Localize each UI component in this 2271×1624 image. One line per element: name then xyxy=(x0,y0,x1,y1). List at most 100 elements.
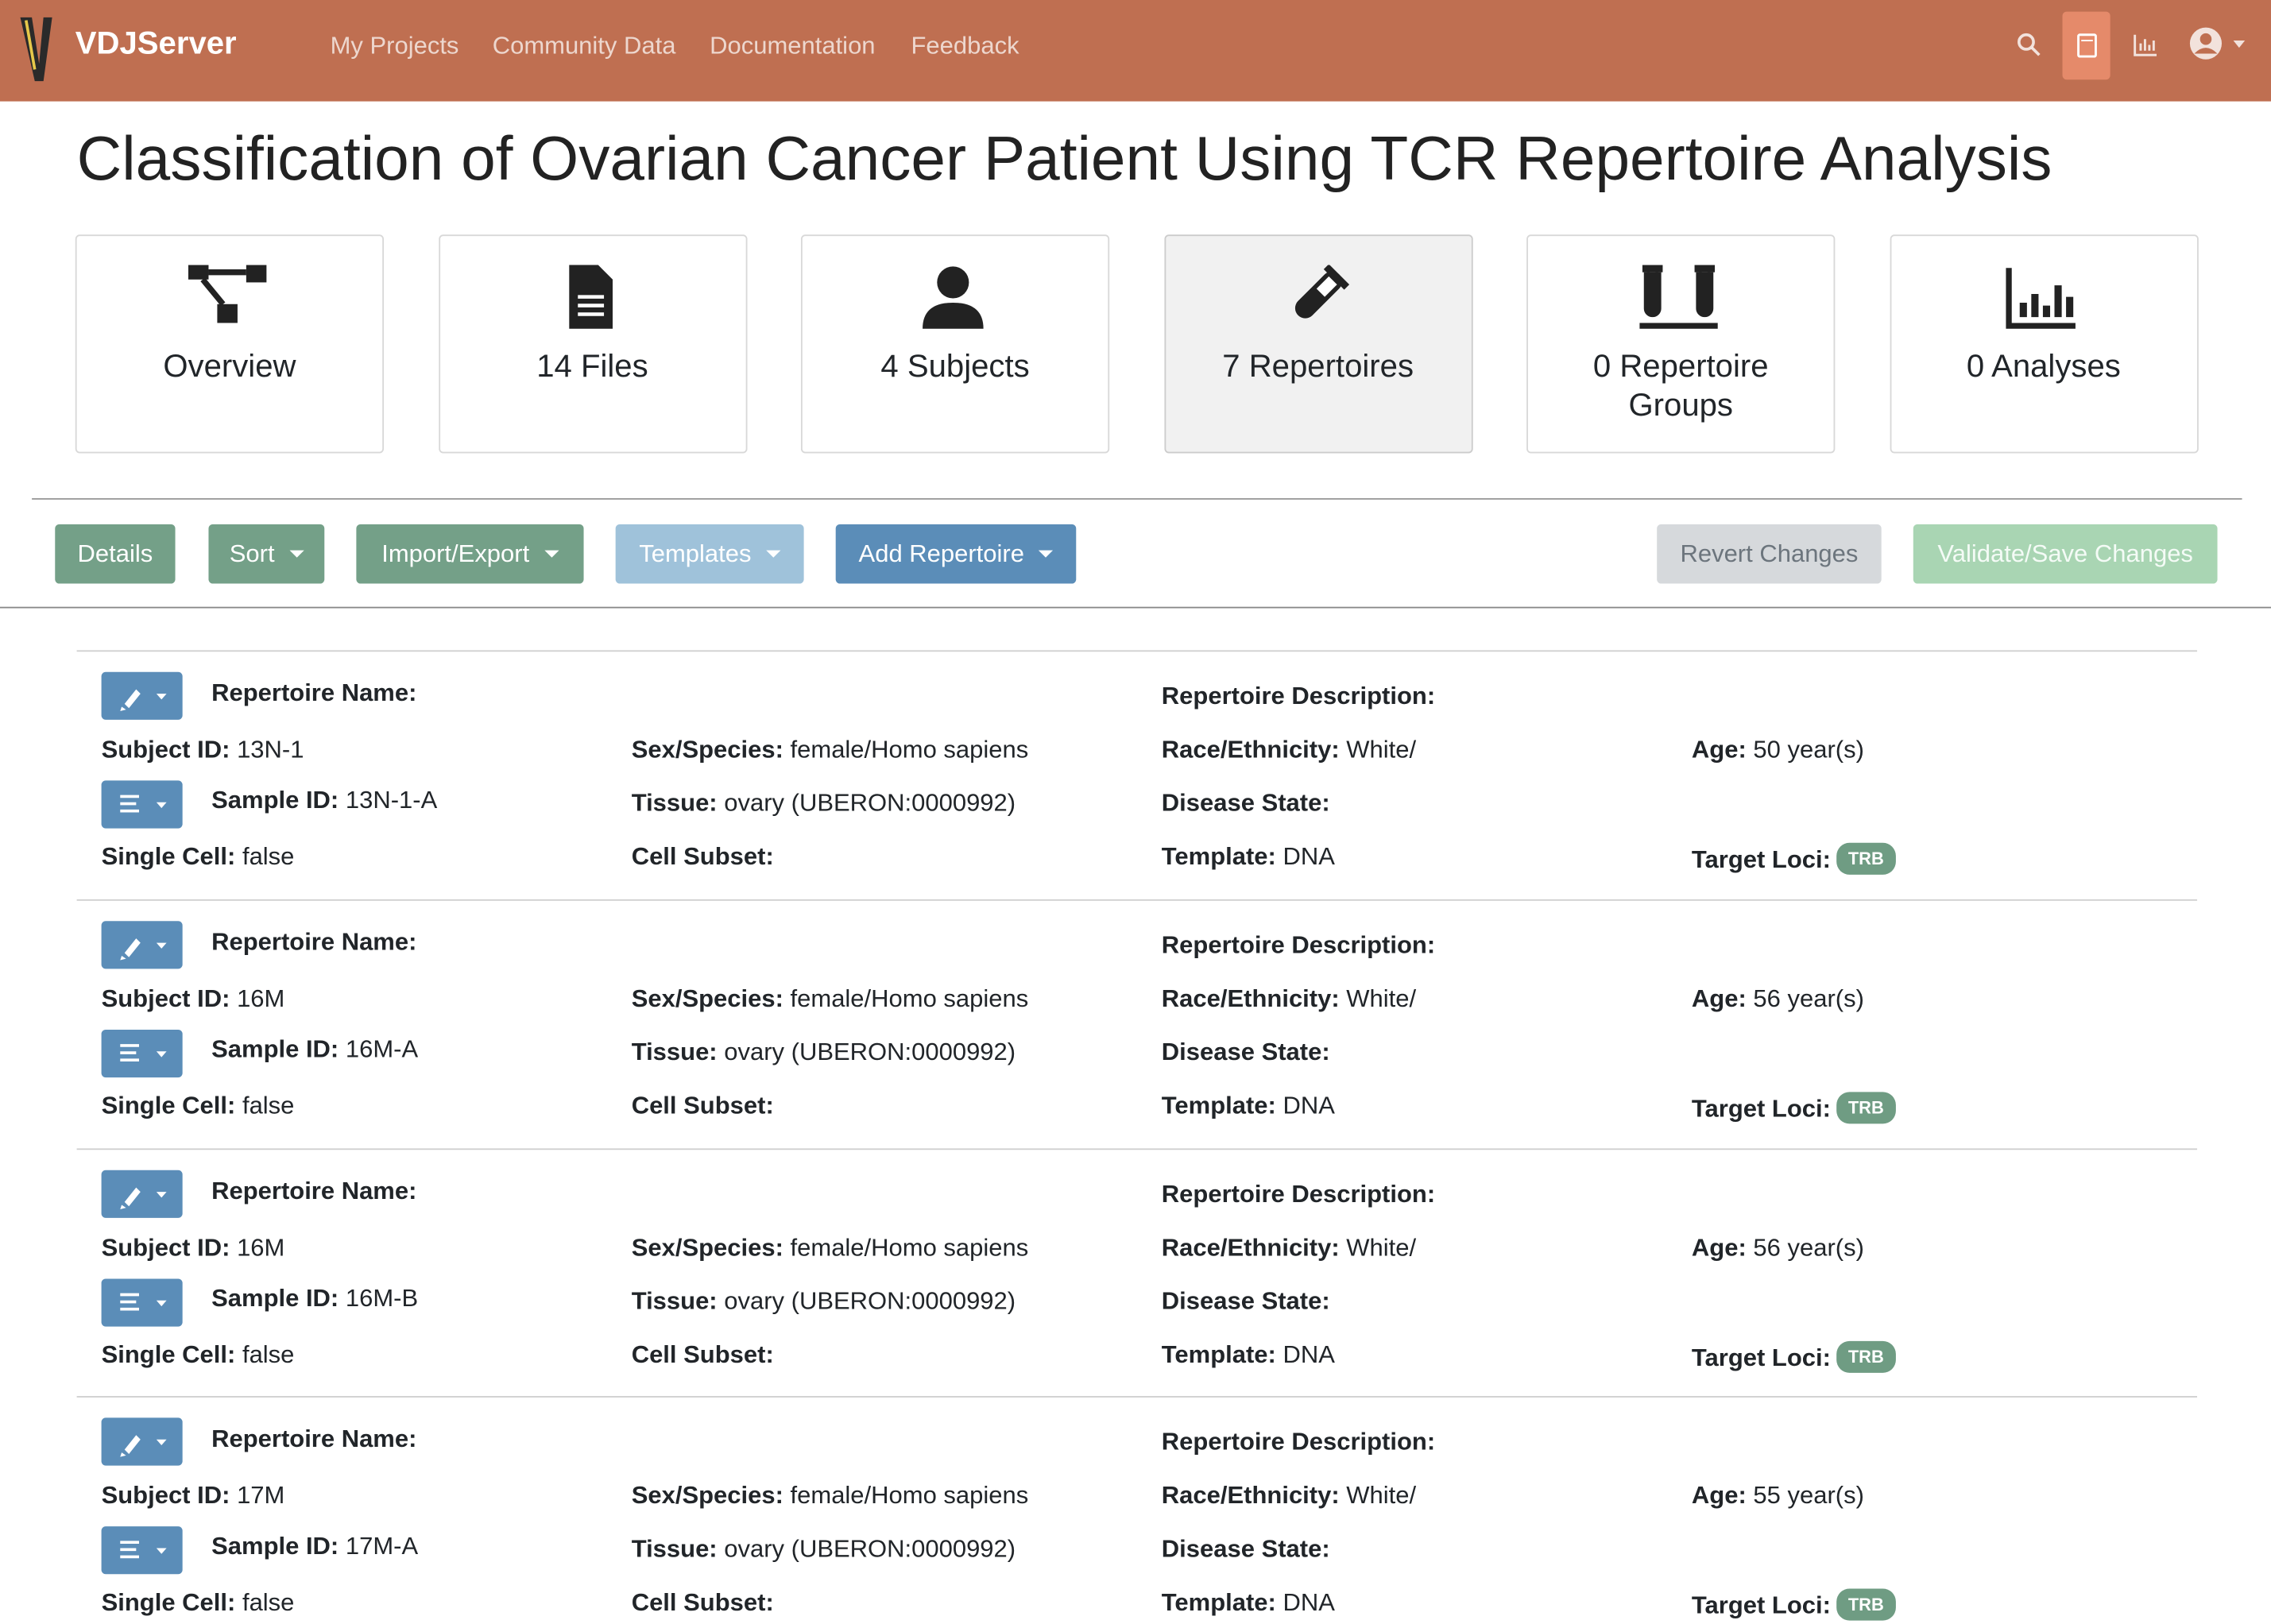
field-value: 16M-A xyxy=(345,1034,419,1063)
field-label: Sex/Species: xyxy=(631,984,783,1012)
nav-link[interactable]: Documentation xyxy=(710,32,876,60)
field: Tissue: ovary (UBERON:0000992) xyxy=(632,789,1016,818)
nav-link[interactable]: My Projects xyxy=(330,32,459,60)
edit-menu-button[interactable] xyxy=(101,671,183,720)
field-value: 13N-1 xyxy=(237,735,304,764)
field: Disease State: xyxy=(1162,1038,1330,1067)
field: Subject ID: 16M xyxy=(102,1233,285,1262)
field: Sex/Species: female/Homo sapiens xyxy=(632,1482,1029,1510)
brand[interactable]: VDJServer xyxy=(75,24,237,61)
field-label: Cell Subset: xyxy=(631,842,774,871)
field-label: Sex/Species: xyxy=(631,1482,783,1510)
edit-menu-button[interactable] xyxy=(101,1170,183,1218)
field: Disease State: xyxy=(1162,1287,1330,1316)
field-label: Target Loci: xyxy=(1691,1591,1831,1620)
nav-link[interactable]: Community Data xyxy=(492,32,676,60)
tile-icon xyxy=(1639,265,1718,329)
field-value: ovary (UBERON:0000992) xyxy=(724,1038,1016,1066)
field: Sample ID: 16M-B xyxy=(211,1284,418,1313)
sample-menu-button[interactable] xyxy=(101,1029,183,1077)
field-value: female/Homo sapiens xyxy=(790,1233,1029,1261)
field-label: Single Cell: xyxy=(101,1340,236,1368)
field: Age: 56 year(s) xyxy=(1692,984,1864,1013)
field-label: Race/Ethnicity: xyxy=(1161,735,1340,764)
nav-link[interactable]: Feedback xyxy=(911,32,1019,60)
field: Age: 50 year(s) xyxy=(1692,736,1864,764)
edit-menu-button[interactable] xyxy=(101,1418,183,1467)
nav-tile[interactable]: 0 Analyses xyxy=(1889,234,2198,454)
tile-icon xyxy=(1294,265,1349,319)
field-label: Race/Ethnicity: xyxy=(1161,984,1340,1012)
field-value: female/Homo sapiens xyxy=(790,1482,1029,1510)
field: Repertoire Description: xyxy=(1162,1180,1435,1208)
field-label: Age: xyxy=(1691,984,1747,1012)
sample-menu-button[interactable] xyxy=(101,1278,183,1326)
toolbar-button[interactable]: Validate/Save Changes xyxy=(1913,524,2218,584)
field: Template: DNA xyxy=(1162,1589,1335,1618)
field-value: 13N-1-A xyxy=(345,786,438,814)
chart-icon[interactable] xyxy=(2132,32,2158,58)
field-label: Sex/Species: xyxy=(631,1233,783,1261)
field-value: female/Homo sapiens xyxy=(790,735,1029,764)
navbar: VDJServer My Projects Community Data Docum… xyxy=(0,0,2271,102)
field-value: White/ xyxy=(1346,1482,1417,1510)
toolbar-button[interactable]: Import/Export xyxy=(356,524,584,584)
field-label: Race/Ethnicity: xyxy=(1161,1482,1340,1510)
field-value: ovary (UBERON:0000992) xyxy=(724,1286,1016,1315)
edit-menu-button[interactable] xyxy=(101,920,183,969)
field: Repertoire Description: xyxy=(1162,682,1435,710)
field-label: Disease State: xyxy=(1161,1286,1330,1315)
field-value: 16M xyxy=(237,1233,285,1261)
field-value: White/ xyxy=(1346,984,1417,1012)
field: Single Cell: false xyxy=(102,1340,295,1369)
field: Single Cell: false xyxy=(102,1589,295,1618)
sample-menu-button[interactable] xyxy=(101,780,183,829)
field: Repertoire Description: xyxy=(1162,1429,1435,1457)
field: Repertoire Name: xyxy=(211,1425,416,1454)
field: Race/Ethnicity: White/ xyxy=(1162,736,1416,764)
record-divider xyxy=(76,1147,2198,1150)
field: Subject ID: 13N-1 xyxy=(102,736,304,764)
field: Age: 55 year(s) xyxy=(1692,1482,1864,1510)
field-label: Sex/Species: xyxy=(631,735,783,764)
field-label: Template: xyxy=(1161,1091,1276,1119)
toolbar-button[interactable]: Revert Changes xyxy=(1657,524,1882,584)
field: Disease State: xyxy=(1162,1536,1330,1564)
sample-menu-button[interactable] xyxy=(101,1526,183,1575)
nav-tile[interactable]: 14 Files xyxy=(438,234,747,454)
user-menu[interactable] xyxy=(2187,25,2254,62)
nav-tile[interactable]: Overview xyxy=(75,234,385,454)
field: Target Loci: TRB xyxy=(1692,1340,1896,1373)
field: Subject ID: 16M xyxy=(102,984,285,1013)
field: Cell Subset: xyxy=(632,1092,774,1120)
tile-label: 7 Repertoires xyxy=(1222,347,1414,385)
field-label: Template: xyxy=(1161,842,1276,871)
field: Template: DNA xyxy=(1162,843,1335,872)
field-value: DNA xyxy=(1283,1091,1335,1119)
nav-tile[interactable]: 7 Repertoires xyxy=(1163,234,1472,454)
tile-label: 4 Subjects xyxy=(880,347,1030,385)
divider xyxy=(32,498,2242,500)
field-value: 17M-A xyxy=(345,1533,419,1560)
field: Single Cell: false xyxy=(102,1092,295,1120)
field: Repertoire Name: xyxy=(211,679,416,708)
field: Sex/Species: female/Homo sapiens xyxy=(632,736,1029,764)
nav-tile[interactable]: 0 Repertoire Groups xyxy=(1526,234,1836,454)
field-label: Repertoire Name: xyxy=(211,1177,417,1204)
search-icon[interactable] xyxy=(2016,32,2042,58)
field-label: Single Cell: xyxy=(101,1091,236,1119)
field-label: Tissue: xyxy=(631,789,718,818)
nav-tile[interactable]: 4 Subjects xyxy=(800,234,1110,454)
field-label: Sample ID: xyxy=(211,786,339,814)
field-label: Single Cell: xyxy=(101,842,236,871)
toolbar-button[interactable]: Sort xyxy=(208,524,325,584)
toolbar-button[interactable]: Add Repertoire xyxy=(835,524,1077,584)
tile-icon xyxy=(188,265,267,323)
tile-icon xyxy=(568,265,613,329)
field-label: Repertoire Description: xyxy=(1161,930,1436,959)
field: Cell Subset: xyxy=(632,1340,774,1369)
toolbar-button[interactable]: Templates xyxy=(615,524,804,584)
calculator-button[interactable] xyxy=(2062,11,2110,80)
toolbar-button[interactable]: Details xyxy=(55,524,176,584)
